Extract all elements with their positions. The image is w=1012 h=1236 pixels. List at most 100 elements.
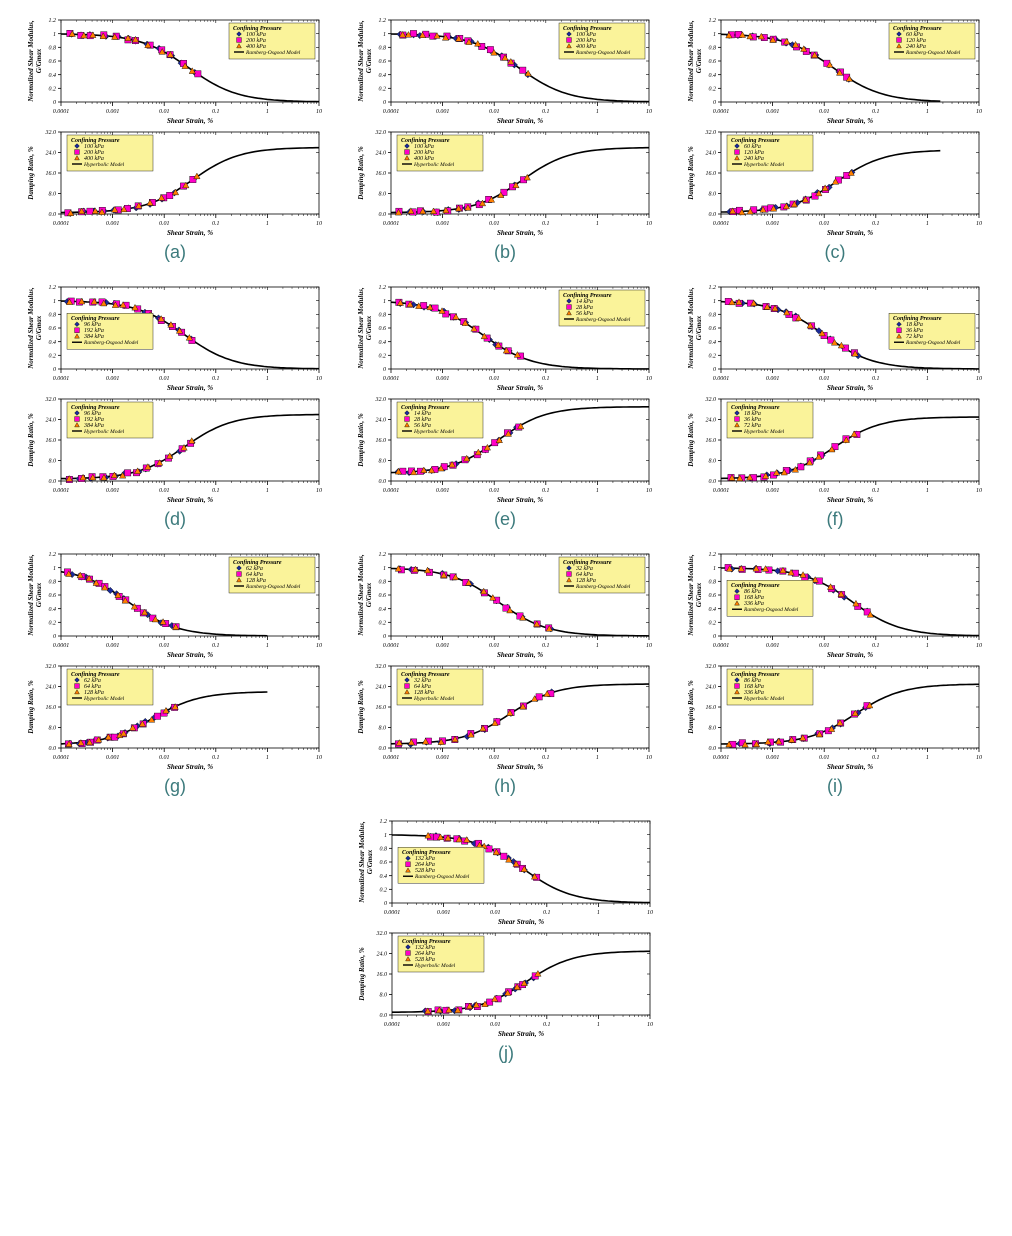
svg-text:1: 1 [926, 488, 929, 494]
svg-text:0.001: 0.001 [106, 221, 120, 227]
svg-text:Shear Strain, %: Shear Strain, % [497, 117, 543, 125]
svg-text:1: 1 [266, 643, 269, 649]
svg-text:0: 0 [713, 100, 716, 106]
svg-text:0.01: 0.01 [490, 910, 501, 916]
svg-text:0.001: 0.001 [766, 109, 780, 115]
svg-text:0.8: 0.8 [49, 313, 57, 319]
svg-text:10: 10 [316, 755, 322, 761]
svg-text:0.001: 0.001 [106, 643, 120, 649]
svg-text:24.0: 24.0 [706, 417, 717, 424]
damping-chart-g: 0.00010.0010.010.11100.08.016.024.032.0S… [25, 660, 325, 772]
svg-text:0.2: 0.2 [380, 888, 388, 894]
svg-text:Shear Strain, %: Shear Strain, % [498, 918, 544, 926]
svg-text:Ramberg-Osgood Model: Ramberg-Osgood Model [245, 50, 301, 56]
svg-text:8.0: 8.0 [709, 192, 717, 198]
svg-text:1.2: 1.2 [709, 552, 717, 558]
svg-text:32.0: 32.0 [45, 130, 57, 136]
svg-text:0.6: 0.6 [379, 326, 387, 332]
panel-i: 0.00010.0010.010.111000.20.40.60.811.2Sh… [670, 548, 1000, 797]
svg-text:1: 1 [926, 755, 929, 761]
svg-text:0: 0 [384, 901, 387, 907]
svg-text:8.0: 8.0 [380, 993, 388, 999]
svg-text:24.0: 24.0 [377, 951, 388, 958]
svg-text:0.001: 0.001 [436, 109, 450, 115]
svg-text:0.2: 0.2 [49, 354, 57, 360]
svg-text:Normalized Shear Modulus,: Normalized Shear Modulus, [358, 821, 366, 904]
svg-text:1: 1 [383, 299, 386, 305]
panel-d: 0.00010.0010.010.111000.20.40.60.811.2Sh… [10, 281, 340, 530]
svg-text:0.1: 0.1 [542, 643, 550, 649]
svg-text:G/Gmax: G/Gmax [366, 849, 374, 874]
svg-text:0: 0 [53, 634, 56, 640]
svg-text:0.1: 0.1 [542, 755, 550, 761]
svg-text:Ramberg-Osgood Model: Ramberg-Osgood Model [575, 584, 631, 590]
svg-text:264 kPa: 264 kPa [415, 861, 435, 868]
svg-text:Ramberg-Osgood Model: Ramberg-Osgood Model [575, 50, 631, 56]
svg-text:0.8: 0.8 [709, 46, 717, 52]
svg-text:0.4: 0.4 [379, 606, 387, 613]
svg-text:24.0: 24.0 [376, 150, 387, 157]
svg-text:0.1: 0.1 [872, 221, 880, 227]
svg-text:16.0: 16.0 [46, 171, 57, 177]
svg-text:Normalized Shear Modulus,: Normalized Shear Modulus, [27, 20, 35, 103]
svg-text:24.0: 24.0 [46, 684, 57, 691]
svg-text:Damping Ratio, %: Damping Ratio, % [357, 413, 365, 468]
svg-text:0.001: 0.001 [436, 643, 450, 649]
svg-text:0.8: 0.8 [379, 46, 387, 52]
svg-text:0.01: 0.01 [159, 643, 170, 649]
svg-text:0.0001: 0.0001 [53, 109, 70, 115]
svg-text:1: 1 [596, 376, 599, 382]
panel-caption-g: (g) [164, 776, 186, 797]
svg-text:0.0: 0.0 [709, 479, 717, 485]
modulus-chart-d: 0.00010.0010.010.111000.20.40.60.811.2Sh… [25, 281, 325, 393]
svg-text:Hyperbolic Model: Hyperbolic Model [413, 429, 455, 435]
damping-chart-b: 0.00010.0010.010.11100.08.016.024.032.0S… [355, 126, 655, 238]
svg-text:Ramberg-Osgood Model: Ramberg-Osgood Model [245, 584, 301, 590]
svg-text:1: 1 [596, 755, 599, 761]
svg-text:Damping Ratio, %: Damping Ratio, % [27, 146, 35, 201]
damping-chart-f: 0.00010.0010.010.11100.08.016.024.032.0S… [685, 393, 985, 505]
svg-text:400 kPa: 400 kPa [246, 43, 266, 50]
svg-text:0.1: 0.1 [542, 488, 550, 494]
modulus-chart-f: 0.00010.0010.010.111000.20.40.60.811.2Sh… [685, 281, 985, 393]
svg-text:Ramberg-Osgood Model: Ramberg-Osgood Model [83, 340, 139, 346]
panel-caption-b: (b) [494, 242, 516, 263]
svg-text:Damping Ratio, %: Damping Ratio, % [358, 947, 366, 1002]
svg-text:0.01: 0.01 [489, 221, 500, 227]
svg-text:0.001: 0.001 [106, 755, 120, 761]
svg-text:64 kPa: 64 kPa [576, 571, 593, 578]
svg-text:G/Gmax: G/Gmax [35, 48, 43, 73]
svg-text:0.4: 0.4 [49, 72, 57, 79]
svg-text:Damping Ratio, %: Damping Ratio, % [27, 680, 35, 735]
svg-text:0.01: 0.01 [159, 109, 170, 115]
svg-text:1: 1 [596, 488, 599, 494]
svg-text:1: 1 [597, 910, 600, 916]
svg-text:0.4: 0.4 [379, 339, 387, 346]
panel-a: 0.00010.0010.010.111000.20.40.60.811.2Sh… [10, 14, 340, 263]
svg-text:32.0: 32.0 [376, 931, 388, 937]
svg-text:1: 1 [596, 221, 599, 227]
svg-text:1.2: 1.2 [380, 819, 388, 825]
svg-text:0.0001: 0.0001 [713, 109, 730, 115]
svg-text:0.8: 0.8 [709, 313, 717, 319]
damping-chart-d: 0.00010.0010.010.11100.08.016.024.032.0S… [25, 393, 325, 505]
panel-j: 0.00010.0010.010.111000.20.40.60.811.2Sh… [341, 815, 671, 1064]
svg-text:0.2: 0.2 [709, 621, 717, 627]
svg-text:1: 1 [266, 221, 269, 227]
svg-text:0.001: 0.001 [436, 221, 450, 227]
damping-chart-i: 0.00010.0010.010.11100.08.016.024.032.0S… [685, 660, 985, 772]
damping-chart-j: 0.00010.0010.010.11100.08.016.024.032.0S… [356, 927, 656, 1039]
svg-text:1: 1 [383, 32, 386, 38]
damping-chart-h: 0.00010.0010.010.11100.08.016.024.032.0S… [355, 660, 655, 772]
panel-caption-a: (a) [164, 242, 186, 263]
last-row: 0.00010.0010.010.111000.20.40.60.811.2Sh… [10, 815, 1002, 1082]
svg-text:0.4: 0.4 [709, 72, 717, 79]
svg-text:Shear Strain, %: Shear Strain, % [497, 384, 543, 392]
svg-text:0.0001: 0.0001 [713, 376, 730, 382]
svg-text:Shear Strain, %: Shear Strain, % [167, 496, 213, 504]
svg-text:0: 0 [53, 100, 56, 106]
svg-text:0.1: 0.1 [212, 221, 220, 227]
svg-text:32.0: 32.0 [45, 664, 57, 670]
svg-text:10: 10 [976, 755, 982, 761]
svg-text:1: 1 [266, 109, 269, 115]
